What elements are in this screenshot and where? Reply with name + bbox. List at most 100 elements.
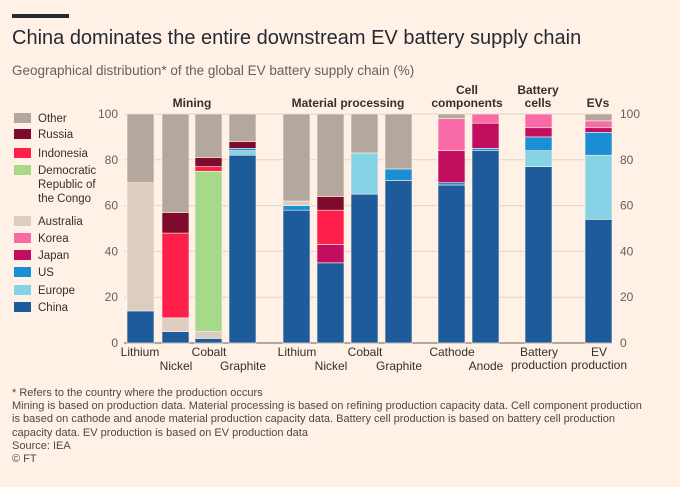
bar-segment-indonesia bbox=[316, 209, 345, 245]
bar-segment-china bbox=[126, 310, 155, 344]
x-tick-label: Graphite bbox=[220, 359, 266, 373]
x-tick-label: Nickel bbox=[315, 359, 348, 373]
legend-swatch bbox=[14, 267, 31, 277]
bar-segment-korea bbox=[437, 118, 466, 151]
bar-segment-other bbox=[384, 113, 413, 170]
legend-swatch bbox=[14, 148, 31, 158]
bar-segment-other bbox=[584, 113, 613, 122]
x-tick-label: Graphite bbox=[376, 359, 422, 373]
group-header: components bbox=[431, 96, 503, 110]
chart-title: China dominates the entire downstream EV… bbox=[12, 27, 582, 49]
y-tick-label-right: 40 bbox=[620, 244, 634, 258]
y-tick-label-right: 80 bbox=[620, 153, 634, 167]
bar-segment-us bbox=[524, 136, 553, 151]
bar-segment-china bbox=[384, 180, 413, 344]
bar-segment-russia bbox=[161, 212, 190, 234]
bar-segment-us bbox=[584, 132, 613, 156]
bar-segment-other bbox=[350, 113, 379, 154]
bar-segment-us bbox=[437, 182, 466, 186]
source-line: Source: IEA bbox=[12, 439, 71, 452]
footnote-line: Mining is based on production data. Mate… bbox=[12, 400, 642, 413]
bar-segment-europe bbox=[524, 150, 553, 167]
footnote-line: capacity data. EV production is based on… bbox=[12, 426, 308, 439]
x-tick-label: production bbox=[511, 358, 567, 372]
bar-segment-other bbox=[282, 113, 311, 202]
legend-label: Indonesia bbox=[38, 148, 88, 160]
y-tick-label-left: 60 bbox=[105, 199, 119, 213]
y-tick-label-left: 100 bbox=[98, 107, 118, 121]
legend-swatch bbox=[14, 216, 31, 226]
legend-swatch bbox=[14, 129, 31, 139]
bar-segment-us bbox=[384, 168, 413, 181]
x-tick-label: Anode bbox=[469, 359, 504, 373]
stacked-bar-chart: 0 0 20 20 40 40 60 60 80 80 100 100 Mining Material p… bbox=[14, 83, 640, 373]
legend-label: the Congo bbox=[38, 193, 91, 205]
bar-segment-other bbox=[228, 113, 257, 142]
bar-segment-us bbox=[471, 148, 500, 151]
y-tick-label-left: 20 bbox=[105, 290, 119, 304]
bar-segment-us bbox=[282, 205, 311, 211]
bar-segment-china bbox=[194, 338, 223, 344]
y-tick-label-right: 100 bbox=[620, 107, 640, 121]
group-header: EVs bbox=[587, 96, 610, 110]
ft-top-bar bbox=[12, 14, 69, 18]
bar-segment-china bbox=[161, 331, 190, 344]
legend-label: US bbox=[38, 267, 54, 279]
legend-swatch bbox=[14, 233, 31, 243]
x-tick-label: production bbox=[571, 358, 627, 372]
bar-segment-indonesia bbox=[161, 232, 190, 319]
chart-subtitle: Geographical distribution* of the global… bbox=[12, 63, 415, 78]
y-tick-label-left: 0 bbox=[111, 336, 118, 350]
bar-segment-japan bbox=[471, 122, 500, 149]
footnotes: * Refers to the country where the produc… bbox=[12, 387, 672, 466]
legend-swatch bbox=[14, 302, 31, 312]
bar-segment-europe bbox=[584, 154, 613, 220]
legend-swatch bbox=[14, 165, 31, 175]
bar-segment-russia bbox=[228, 141, 257, 149]
bar-segment-other bbox=[161, 113, 190, 213]
legend-swatch bbox=[14, 250, 31, 260]
bar-segment-us bbox=[228, 148, 257, 151]
x-tick-label: Cobalt bbox=[192, 345, 227, 359]
bar-segment-other bbox=[316, 113, 345, 197]
x-tick-label: Cathode bbox=[429, 345, 475, 359]
legend-swatch bbox=[14, 285, 31, 295]
bar-segment-china bbox=[228, 154, 257, 344]
y-tick-label-right: 20 bbox=[620, 290, 634, 304]
bar-segment-korea bbox=[471, 113, 500, 124]
legend-label: Other bbox=[38, 113, 67, 125]
legend-swatch bbox=[14, 113, 31, 123]
legend-label: Australia bbox=[38, 216, 83, 228]
bar-segment-australia bbox=[282, 200, 311, 206]
bar-segment-japan bbox=[584, 127, 613, 133]
bar-segment-indonesia bbox=[194, 166, 223, 172]
x-tick-label: EV bbox=[591, 345, 607, 359]
bar-segment-china bbox=[437, 184, 466, 344]
legend-label: Democratic bbox=[38, 165, 96, 177]
bar-segment-australia bbox=[161, 317, 190, 332]
x-tick-label: Cobalt bbox=[348, 345, 383, 359]
bar-segment-other bbox=[126, 113, 155, 183]
bar-segment-china bbox=[524, 166, 553, 344]
bar-segment-korea bbox=[584, 120, 613, 129]
x-tick-label: Lithium bbox=[121, 345, 160, 359]
x-tick-label: Battery bbox=[520, 345, 558, 359]
bar-segment-europe bbox=[228, 150, 257, 156]
bar-segment-korea bbox=[524, 113, 553, 129]
copyright-line: © FT bbox=[12, 453, 37, 466]
group-header: Mining bbox=[173, 96, 212, 110]
bar-segment-china bbox=[316, 262, 345, 344]
bar-segment-other bbox=[437, 113, 466, 119]
bar-segment-other bbox=[194, 113, 223, 158]
group-header: Material processing bbox=[292, 96, 405, 110]
group-header: cells bbox=[525, 96, 552, 110]
legend-label: Korea bbox=[38, 233, 69, 245]
legend-label: Russia bbox=[38, 129, 74, 141]
bar-segment-china bbox=[584, 219, 613, 344]
legend-label: Europe bbox=[38, 285, 75, 297]
y-tick-label-right: 60 bbox=[620, 199, 634, 213]
y-tick-label-left: 40 bbox=[105, 244, 119, 258]
bar-segment-australia bbox=[126, 182, 155, 312]
x-tick-label: Nickel bbox=[160, 359, 193, 373]
legend-label: Japan bbox=[38, 250, 69, 262]
